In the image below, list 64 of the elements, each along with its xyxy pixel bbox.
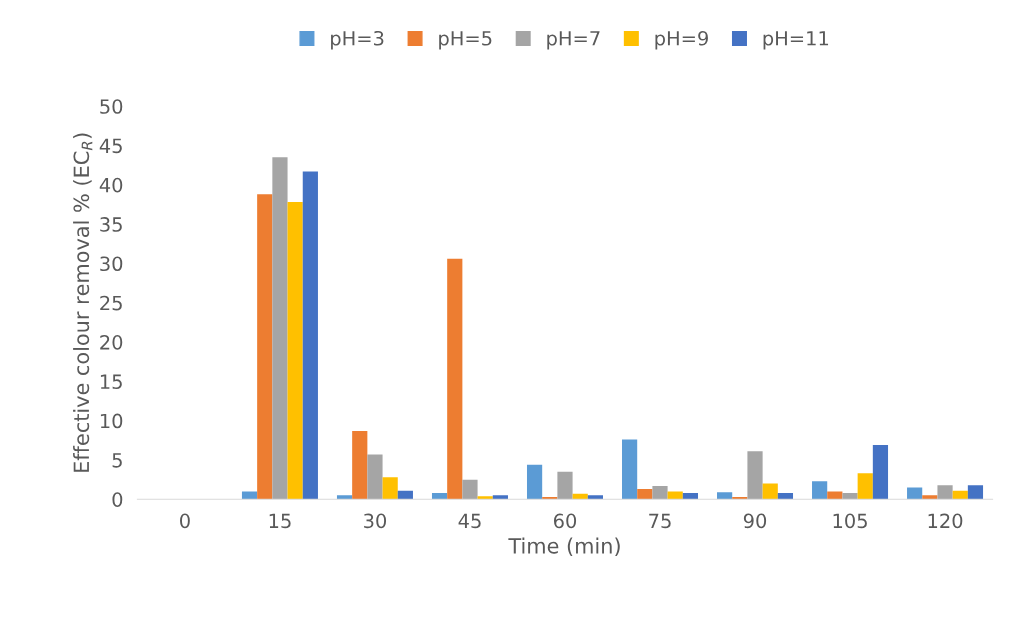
bar [682,492,699,500]
x-tick-label: 45 [458,513,481,529]
bar [241,491,258,500]
y-tick-label: 10 [100,413,123,429]
bar [462,479,478,500]
bar [827,491,843,500]
bar [652,485,668,500]
bar [492,495,508,500]
legend-label: pH=3 [331,30,384,50]
y-tick-label: 15 [100,374,122,390]
bar [967,485,984,500]
bar [872,445,889,500]
y-tick-label: 25 [100,295,122,311]
bar [777,492,794,500]
bar [747,451,763,500]
bar [352,430,368,500]
bar [526,464,543,500]
x-tick-label: 105 [833,513,867,529]
bar [762,483,778,500]
bar [302,171,318,500]
bar [952,490,968,500]
y-tick-label: 0 [112,492,123,507]
x-tick-label: 30 [364,513,387,529]
legend-label: pH=7 [547,31,600,50]
bar [717,492,733,500]
bar [447,258,463,500]
bar [587,495,603,500]
y-tick-label: 50 [100,99,123,114]
x-tick-label: 15 [269,513,291,529]
bar [557,471,573,500]
x-axis-title: Time (min) [508,537,620,557]
x-tick-label: 120 [928,513,963,529]
legend-label: pH=9 [655,30,708,50]
bar [842,492,858,500]
bar [367,454,383,500]
y-tick-label: 45 [99,138,122,154]
bar [922,495,938,500]
bar [397,490,413,500]
bar [907,487,923,500]
bar [431,492,448,500]
x-tick-label: 60 [553,513,577,529]
bar [272,157,288,500]
legend-label: pH=5 [439,31,492,50]
bar [287,202,303,500]
bar [667,491,683,500]
bar [857,473,873,500]
y-tick-label: 30 [100,256,123,272]
x-tick-label: 75 [649,513,671,529]
bar [477,496,493,500]
y-axis-title: Effective colour removal % (EC$_{R}$) [73,133,93,472]
y-tick-label: 35 [100,217,122,232]
y-tick-label: 5 [112,453,122,468]
bar [637,489,653,500]
x-tick-label: 90 [743,513,767,529]
y-tick-label: 20 [100,335,123,350]
bar [622,439,638,500]
legend-label: pH=11 [763,31,829,50]
x-tick-label: 0 [180,513,190,529]
bar [382,477,398,500]
bar [257,194,273,500]
bar [812,481,828,500]
bar [336,495,353,500]
y-tick-label: 40 [99,177,123,193]
bar [937,485,953,500]
